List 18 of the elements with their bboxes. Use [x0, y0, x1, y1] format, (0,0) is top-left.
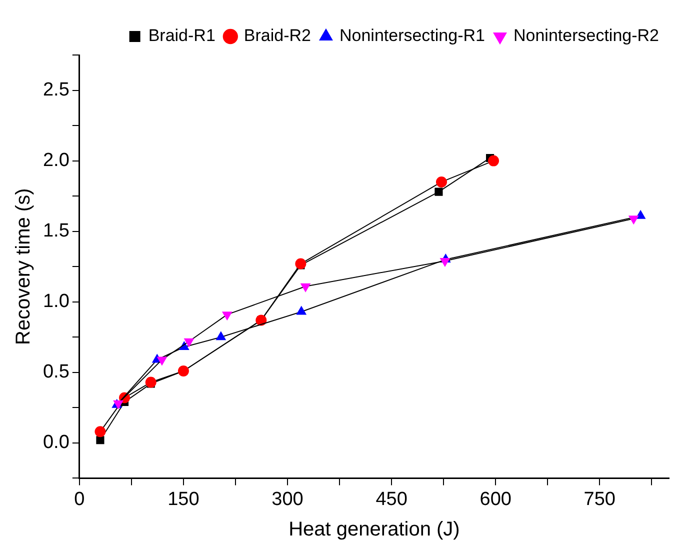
y-tick-label: 2.0 [42, 150, 70, 172]
legend-label: Braid-R1 [148, 26, 216, 46]
legend-label: Nonintersecting-R1 [339, 26, 485, 46]
y-tick-label: 1.0 [42, 291, 70, 312]
x-tick-label: 600 [480, 488, 512, 510]
y-axis-title: Recovery time (s) [12, 188, 35, 345]
legend-label: Braid-R2 [244, 26, 311, 46]
y-tick-label: 0.5 [42, 362, 70, 383]
x-tick-label: 0 [74, 488, 85, 510]
legend-label: Nonintersecting-R2 [513, 26, 660, 46]
x-axis-title: Heat generation (J) [288, 518, 460, 541]
x-tick-label: 150 [168, 488, 200, 510]
x-tick-label: 750 [584, 488, 616, 510]
x-tick-label: 300 [272, 488, 304, 510]
y-tick-label: 2.5 [42, 80, 70, 100]
y-tick-label: 1.5 [42, 220, 70, 242]
x-tick-label: 450 [376, 488, 408, 510]
y-tick-label: 0.0 [42, 432, 70, 454]
